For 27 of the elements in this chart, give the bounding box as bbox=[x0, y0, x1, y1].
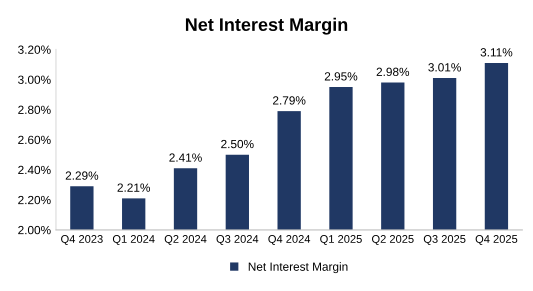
data-label: 2.21% bbox=[118, 183, 150, 192]
y-tick-label: 2.00% bbox=[18, 226, 51, 234]
data-label: 2.95% bbox=[324, 72, 358, 81]
x-tick-label: Q3 2024 bbox=[216, 235, 258, 245]
chart-title: Net Interest Margin bbox=[186, 18, 348, 35]
data-label: 3.01% bbox=[428, 63, 461, 72]
x-tick-label: Q4 2024 bbox=[268, 235, 310, 245]
data-label: 3.11% bbox=[480, 48, 512, 56]
y-tick-label: 2.20% bbox=[18, 196, 51, 204]
x-tick-label: Q2 2025 bbox=[372, 235, 414, 245]
y-tick-label: 2.80% bbox=[18, 106, 51, 114]
legend-label: Net Interest Margin bbox=[248, 262, 348, 274]
x-tick-label: Q1 2025 bbox=[320, 235, 362, 245]
y-tick-label: 3.00% bbox=[18, 76, 51, 84]
data-label: 2.79% bbox=[273, 96, 306, 105]
x-tick-label: Q3 2025 bbox=[424, 235, 466, 245]
x-tick-label: Q2 2024 bbox=[164, 235, 207, 245]
x-tick-label: Q4 2025 bbox=[476, 235, 518, 245]
data-label: 2.41% bbox=[169, 153, 202, 162]
y-tick-label: 2.60% bbox=[18, 136, 51, 144]
y-tick-label: 3.20% bbox=[18, 46, 51, 54]
x-tick-label: Q4 2023 bbox=[61, 235, 103, 245]
y-tick-label: 2.40% bbox=[18, 166, 51, 174]
x-tick-label: Q1 2024 bbox=[112, 235, 155, 245]
data-label: 2.50% bbox=[221, 140, 254, 148]
data-label: 2.98% bbox=[376, 68, 410, 76]
data-label: 2.29% bbox=[66, 171, 98, 180]
